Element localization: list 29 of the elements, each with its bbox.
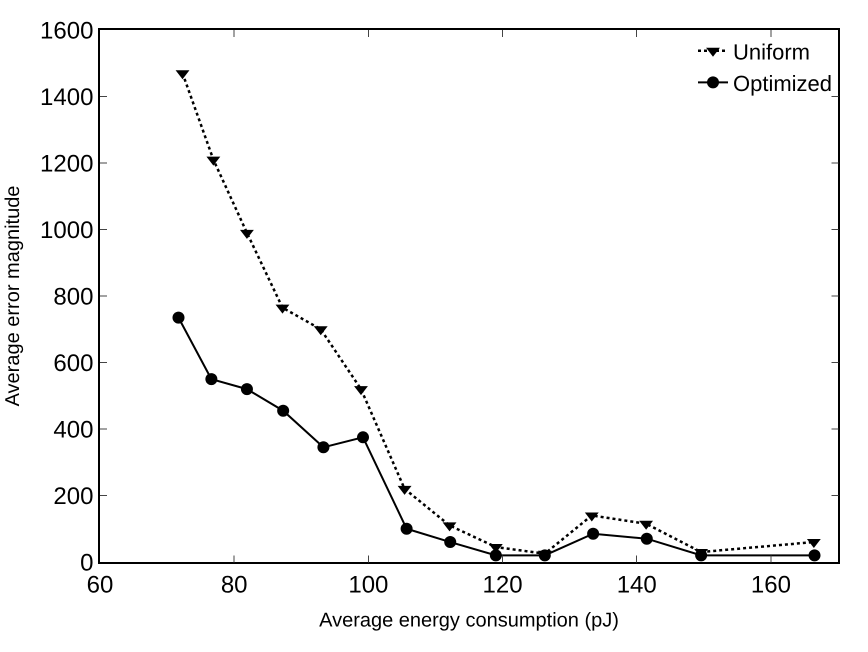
x-tick-label: 140	[616, 572, 657, 599]
point	[808, 549, 821, 562]
x-tick-label: 100	[348, 572, 388, 599]
point	[317, 441, 330, 454]
y-tick-label: 600	[53, 350, 94, 377]
y-tick-label: 800	[53, 283, 94, 310]
point	[172, 312, 184, 324]
y-tick-label: 1600	[40, 17, 94, 44]
y-tick-label: 200	[53, 482, 94, 510]
point	[240, 383, 253, 396]
y-tick-label: 1200	[40, 150, 94, 178]
y-tick-label: 1400	[40, 84, 94, 111]
point	[400, 522, 413, 535]
y-tick-label: 400	[53, 416, 94, 444]
point	[277, 404, 290, 417]
point	[640, 532, 653, 545]
legend-label: Optimized	[733, 70, 832, 96]
point	[205, 373, 218, 386]
y-axis-title: Average error magnitude	[2, 186, 24, 406]
x-tick-label: 160	[750, 572, 791, 599]
y-tick-label: 1000	[40, 216, 94, 244]
x-tick-label: 120	[482, 572, 523, 599]
point	[490, 549, 502, 562]
point	[587, 528, 600, 540]
x-tick-label: 80	[220, 572, 248, 599]
legend-label: Uniform	[733, 39, 810, 64]
x-axis-title: Average energy consumption (pJ)	[319, 610, 619, 632]
point	[357, 431, 369, 444]
point	[444, 536, 456, 548]
